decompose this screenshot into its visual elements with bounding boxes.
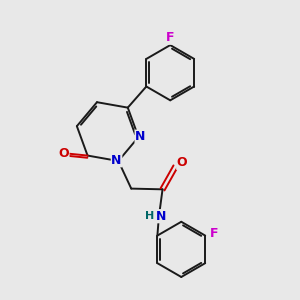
Text: F: F — [210, 227, 219, 240]
Text: H: H — [145, 211, 154, 221]
Text: O: O — [177, 156, 188, 169]
Text: O: O — [58, 147, 69, 160]
Text: N: N — [111, 154, 122, 167]
Text: N: N — [155, 210, 166, 223]
Text: N: N — [135, 130, 146, 143]
Text: F: F — [166, 31, 175, 44]
